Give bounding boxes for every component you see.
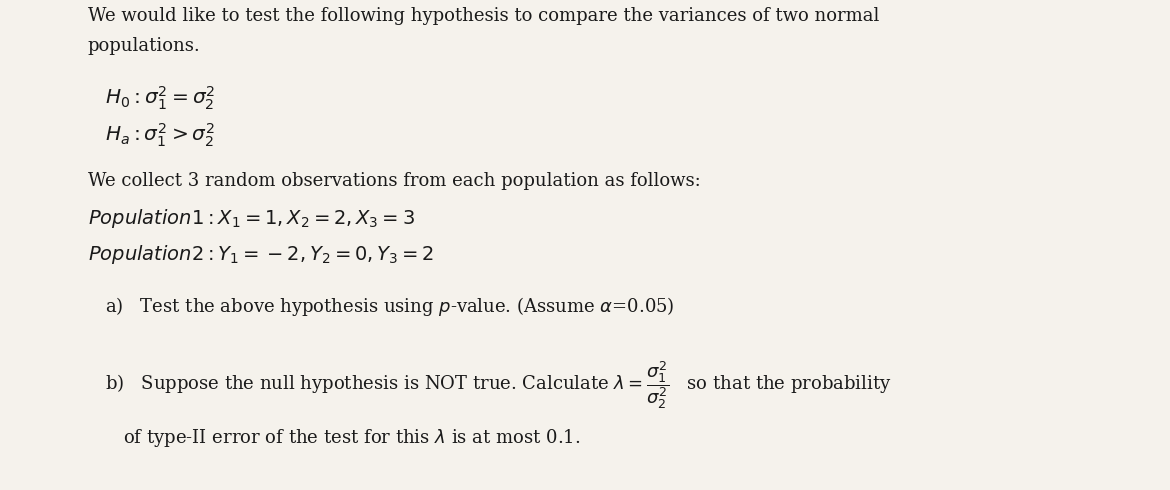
Text: of type-II error of the test for this $\lambda$ is at most 0.1.: of type-II error of the test for this $\… xyxy=(123,427,580,449)
Text: b)   Suppose the null hypothesis is NOT true. Calculate $\lambda = \dfrac{\sigma: b) Suppose the null hypothesis is NOT tr… xyxy=(105,359,892,411)
Text: populations.: populations. xyxy=(88,37,200,55)
Text: a)   Test the above hypothesis using $p$-value. (Assume $\alpha$=0.05): a) Test the above hypothesis using $p$-v… xyxy=(105,295,675,318)
Text: $\mathit{Population2}: Y_1 = -2, Y_2 = 0, Y_3 = 2$: $\mathit{Population2}: Y_1 = -2, Y_2 = 0… xyxy=(88,243,434,266)
Text: We collect 3 random observations from each population as follows:: We collect 3 random observations from ea… xyxy=(88,172,701,191)
Text: $\mathit{Population1}: X_1 = 1, X_2 = 2, X_3 = 3$: $\mathit{Population1}: X_1 = 1, X_2 = 2,… xyxy=(88,207,414,230)
Text: $H_a : \sigma_1^2 > \sigma_2^2$: $H_a : \sigma_1^2 > \sigma_2^2$ xyxy=(105,122,215,149)
Text: $H_0 : \sigma_1^2 = \sigma_2^2$: $H_0 : \sigma_1^2 = \sigma_2^2$ xyxy=(105,84,215,112)
Text: We would like to test the following hypothesis to compare the variances of two n: We would like to test the following hypo… xyxy=(88,7,879,25)
